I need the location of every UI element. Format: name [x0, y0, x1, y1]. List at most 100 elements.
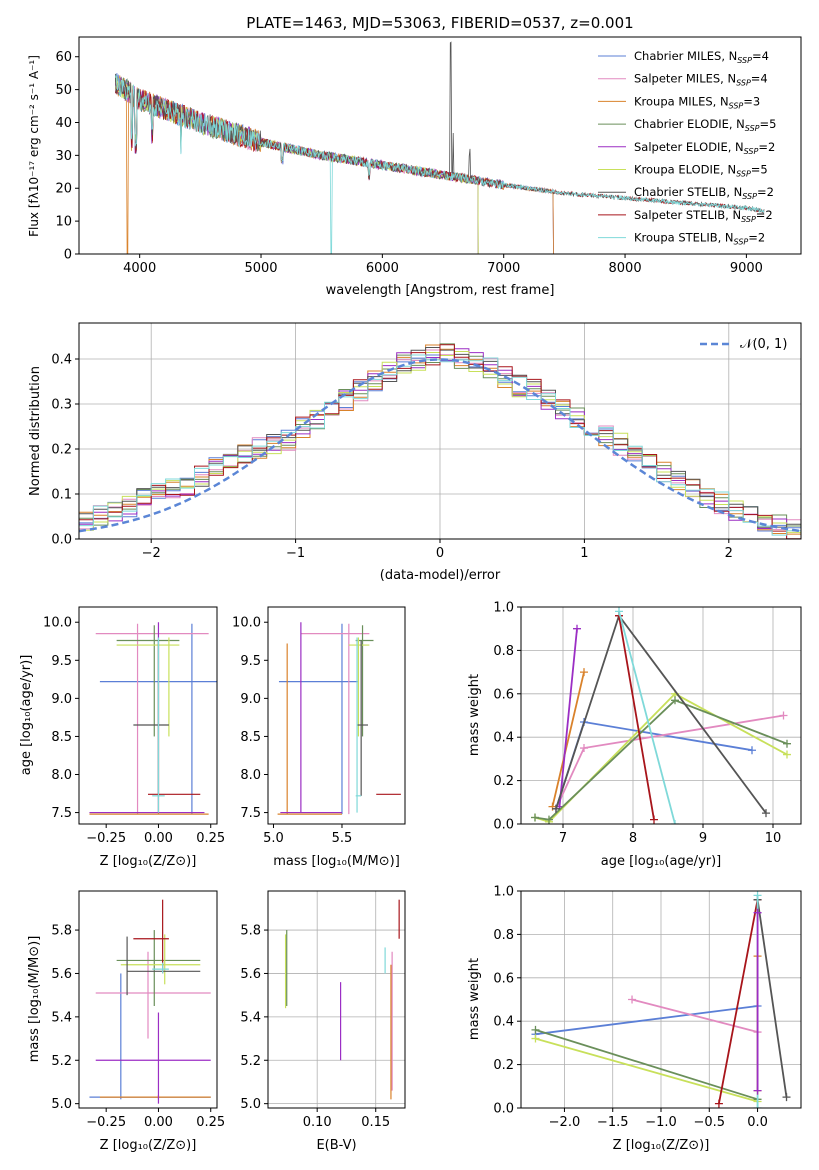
- age_weight-panel: 7 8 9 10 0.0 0.2 0.4 0.6 0.8 1.0 age [log₁₀(age/yr…: [467, 601, 802, 869]
- mass_age-xtick-label: 5.0: [263, 831, 284, 846]
- z_weight-marker-chabrier_elodie: [531, 1025, 540, 1034]
- ebv_mass-ytick-label: 5.0: [240, 1097, 261, 1112]
- age_weight-ytick-label: 0.2: [493, 774, 514, 789]
- age_weight-marks: [531, 607, 791, 824]
- z_age-ytick-label: 9.5: [51, 654, 72, 669]
- ebv_mass-xlabel: E(B-V): [316, 1138, 356, 1153]
- ebv_mass-panel: 0.10 0.15 5.0 5.2 5.4 5.6 5.8 E(B-V): [240, 890, 406, 1153]
- age_weight-line-salpeter_elodie: [558, 628, 578, 807]
- residuals-plot-area: [78, 343, 802, 540]
- spectrum-line-chabrier_miles: [115, 72, 554, 254]
- legend-label-kroupa_elodie: Kroupa ELODIE, NSSP=5: [634, 163, 768, 179]
- spectrum-line-salpeter_stelib: [115, 79, 765, 214]
- spectrum-ytick-label: 20: [55, 182, 72, 197]
- z_weight-marker-salpeter_stelib: [714, 1099, 723, 1108]
- z_mass-xtick-label: 0.00: [144, 1115, 173, 1130]
- z_weight-ytick-label: 1.0: [493, 885, 514, 900]
- mass_age-xtick-label: 5.5: [332, 831, 353, 846]
- z_weight-line-salpeter_stelib: [718, 899, 759, 1104]
- age_weight-marker-salpeter_stelib: [650, 815, 658, 824]
- age_weight-marker-chabrier_miles: [748, 746, 756, 755]
- legend-label-chabrier_elodie: Chabrier ELODIE, NSSP=5: [634, 117, 776, 133]
- z_weight-xtick-label: −1.0: [645, 1115, 677, 1130]
- age_weight-xtick-label: 9: [699, 831, 707, 846]
- z_weight-ylabel: mass weight: [467, 958, 482, 1040]
- age_weight-marker-kroupa_stelib: [671, 820, 679, 824]
- z_age-ylabel: age [log₁₀(age/yr)]: [19, 655, 34, 776]
- z_weight-line-chabrier_miles: [535, 1005, 758, 1036]
- spectrum-xtick-label: 5000: [244, 261, 277, 276]
- mass_age-frame: [267, 606, 406, 825]
- z_weight-xtick-label: −0.5: [693, 1115, 725, 1130]
- z_age-xtick-label: −0.25: [86, 831, 126, 846]
- ebv_mass-marks: [284, 899, 400, 1100]
- mass_age-xlabel: mass [log₁₀(M/M⊙)]: [273, 854, 400, 869]
- age_weight-marker-salpeter_miles: [779, 711, 788, 720]
- age_weight-ytick-label: 0.8: [493, 644, 514, 659]
- spectrum-ytick-label: 30: [55, 149, 72, 164]
- z_weight-xtick-label: −1.5: [597, 1115, 629, 1130]
- legend-label-salpeter_elodie: Salpeter ELODIE, NSSP=2: [634, 140, 775, 156]
- age_weight-marker-kroupa_miles: [580, 668, 588, 677]
- z_weight-line-chabrier_stelib: [756, 899, 788, 1098]
- z_mass-ytick-label: 5.8: [51, 924, 72, 939]
- spectrum-line-salpeter_miles: [115, 76, 554, 254]
- age_weight-xlabel: age [log₁₀(age/yr)]: [601, 854, 722, 869]
- mass_age-ytick-label: 9.5: [240, 654, 261, 669]
- age_weight-marker-kroupa_elodie: [783, 750, 791, 759]
- histogram-salpeter_stelib: [79, 344, 801, 540]
- ebv_mass-xtick-label: 0.10: [303, 1115, 332, 1130]
- age_weight-ylabel: mass weight: [467, 674, 482, 756]
- legend-label-salpeter_miles: Salpeter MILES, NSSP=4: [634, 72, 768, 88]
- age_weight-marker-chabrier_elodie: [531, 813, 539, 822]
- age_weight-marker-chabrier_stelib: [762, 809, 770, 818]
- mass_age-ytick-label: 7.5: [240, 806, 261, 821]
- age_weight-xtick-label: 10: [765, 831, 782, 846]
- z_age-ytick-label: 10.0: [43, 616, 72, 631]
- histogram-kroupa_stelib: [79, 354, 801, 536]
- age_weight-frame: [520, 606, 802, 825]
- spectrum-line-kroupa_miles: [115, 75, 554, 254]
- age_weight-line-kroupa_stelib: [618, 611, 676, 824]
- age_weight-ytick-label: 0.0: [493, 818, 514, 833]
- z_weight-marker-kroupa_stelib: [753, 891, 762, 900]
- mass_age-panel: 5.0 5.5 7.5 8.0 8.5 9.0 9.5 10.0 mass [log₁₀(M/M…: [232, 606, 406, 869]
- residuals-xtick-label: 0: [436, 546, 444, 561]
- spectrum-ytick-label: 0: [64, 248, 72, 263]
- z_weight-line-kroupa_elodie: [535, 1037, 758, 1103]
- spectrum-line-kroupa_stelib: [115, 74, 765, 254]
- ebv_mass-xtick-label: 0.15: [361, 1115, 390, 1130]
- z_mass-ytick-label: 5.0: [51, 1097, 72, 1112]
- age_weight-line-chabrier_miles: [555, 720, 753, 810]
- age_weight-marker-chabrier_elodie: [671, 696, 679, 705]
- z_weight-ytick-label: 0.8: [493, 928, 514, 943]
- z_weight-panel: −2.0 −1.5 −1.0 −0.5 0.0 0.0 0.2 0.4 0.6 0.8 1.0 Z […: [467, 885, 802, 1153]
- ebv_mass-ytick-label: 5.4: [240, 1010, 261, 1025]
- legend-label-kroupa_miles: Kroupa MILES, NSSP=3: [634, 94, 760, 110]
- age_weight-xtick-label: 8: [629, 831, 637, 846]
- spectrum-xtick-label: 7000: [487, 261, 520, 276]
- spectrum-ylabel: Flux [fλ10⁻¹⁷ erg cm⁻² s⁻¹ A⁻¹]: [27, 55, 41, 237]
- parameter-panels: −0.25 0.00 0.25 7.5 8.0 8.5 9.0 9.5 10.0 Z [log₁₀…: [19, 601, 802, 1153]
- z_mass-xtick-label: −0.25: [86, 1115, 126, 1130]
- residuals-ylabel: Normed distribution: [28, 366, 43, 496]
- age_weight-line-chabrier_elodie: [534, 699, 788, 821]
- normal-legend-label: 𝒩(0, 1): [740, 337, 787, 352]
- age_weight-line-salpeter_stelib: [618, 615, 655, 820]
- spectrum-xtick-label: 4000: [123, 261, 156, 276]
- residuals-xtick-label: 2: [725, 546, 733, 561]
- z_weight-marker-kroupa_elodie: [531, 1034, 540, 1043]
- spectrum-xtick-label: 6000: [366, 261, 399, 276]
- residuals-ytick-label: 0.1: [51, 488, 72, 503]
- z_weight-marks: [531, 891, 791, 1108]
- z_weight-xlabel: Z [log₁₀(Z/Z⊙)]: [613, 1138, 710, 1153]
- z_age-ytick-label: 8.0: [51, 768, 72, 783]
- z_age-marks: [89, 622, 217, 815]
- z_weight-marker-salpeter_elodie: [753, 1086, 762, 1095]
- ebv_mass-frame: [267, 890, 406, 1109]
- residuals-panel: −2 −1 0 1 2 0.0 0.1 0.2 0.3 0.4 (data-model)/erro…: [28, 322, 802, 583]
- ebv_mass-ytick-label: 5.6: [240, 967, 261, 982]
- age_weight-marker-chabrier_stelib: [552, 804, 560, 813]
- z_age-ytick-label: 9.0: [51, 692, 72, 707]
- age_weight-ytick-label: 0.6: [493, 687, 514, 702]
